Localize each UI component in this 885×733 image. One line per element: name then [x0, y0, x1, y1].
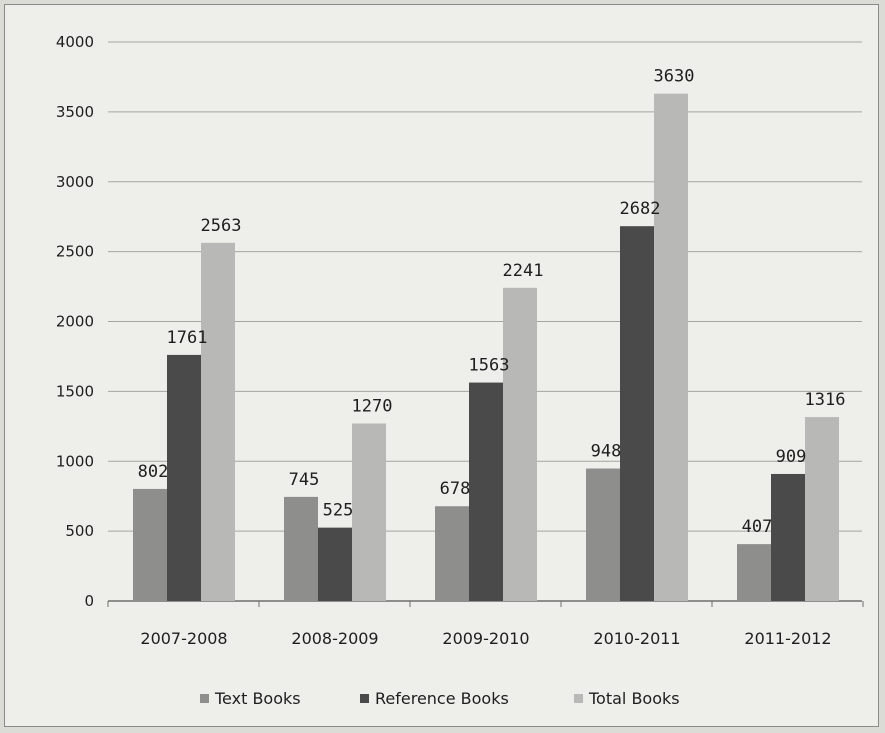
- legend-swatch: [200, 694, 209, 703]
- y-tick-label: 1500: [56, 382, 94, 400]
- y-tick-label: 500: [65, 522, 94, 540]
- x-category-label: 2011-2012: [744, 629, 831, 648]
- x-category-label: 2009-2010: [442, 629, 529, 648]
- bar: [318, 527, 352, 601]
- legend-swatch: [574, 694, 583, 703]
- y-tick-label: 2000: [56, 313, 94, 331]
- legend-label: Total Books: [588, 689, 680, 708]
- legend-item: Text Books: [200, 689, 301, 708]
- data-label: 678: [440, 479, 471, 499]
- y-tick-label: 3000: [56, 173, 94, 191]
- legend-item: Reference Books: [360, 689, 509, 708]
- x-category-label: 2008-2009: [291, 629, 378, 648]
- bar: [469, 382, 503, 601]
- legend-label: Text Books: [214, 689, 301, 708]
- y-tick-label: 2500: [56, 243, 94, 261]
- x-category-label: 2010-2011: [593, 629, 680, 648]
- chart-frame: [4, 4, 879, 727]
- data-label: 2563: [201, 216, 242, 236]
- data-label: 1563: [469, 356, 510, 376]
- data-label: 3630: [654, 67, 695, 87]
- data-label: 1761: [167, 328, 208, 348]
- bar: [805, 417, 839, 601]
- y-axis-ticks: 0 500 1000 1500 2000 2500 3000 3500 4000: [56, 33, 94, 610]
- data-label: 407: [742, 517, 773, 537]
- data-label: 948: [591, 442, 622, 462]
- data-label: 1316: [805, 390, 846, 410]
- data-label: 745: [289, 470, 320, 490]
- legend-label: Reference Books: [375, 689, 509, 708]
- legend: Text Books Reference Books Total Books: [200, 689, 680, 708]
- legend-item: Total Books: [574, 689, 680, 708]
- data-label: 525: [323, 501, 354, 521]
- bar: [133, 488, 167, 601]
- bar: [654, 93, 688, 602]
- x-category-label: 2007-2008: [140, 629, 227, 648]
- y-tick-label: 4000: [56, 33, 94, 51]
- bar: [503, 287, 537, 601]
- bar: [201, 242, 235, 602]
- data-label: 1270: [352, 397, 393, 417]
- y-tick-label: 3500: [56, 103, 94, 121]
- bar: [284, 496, 318, 601]
- data-label: 909: [776, 447, 807, 467]
- data-label: 2682: [620, 199, 661, 219]
- legend-swatch: [360, 694, 369, 703]
- x-axis-categories: 2007-2008 2008-2009 2009-2010 2010-2011 2011…: [140, 629, 831, 648]
- bar: [352, 423, 386, 601]
- bars: [133, 93, 839, 602]
- data-label: 2241: [503, 261, 544, 281]
- bar: [435, 506, 469, 601]
- bar: [620, 226, 654, 602]
- y-tick-label: 0: [84, 592, 94, 610]
- bar: [737, 544, 771, 601]
- data-label: 802: [138, 462, 169, 482]
- bar: [167, 354, 201, 601]
- bar: [586, 468, 620, 601]
- y-tick-label: 1000: [56, 452, 94, 470]
- bar: [771, 473, 805, 601]
